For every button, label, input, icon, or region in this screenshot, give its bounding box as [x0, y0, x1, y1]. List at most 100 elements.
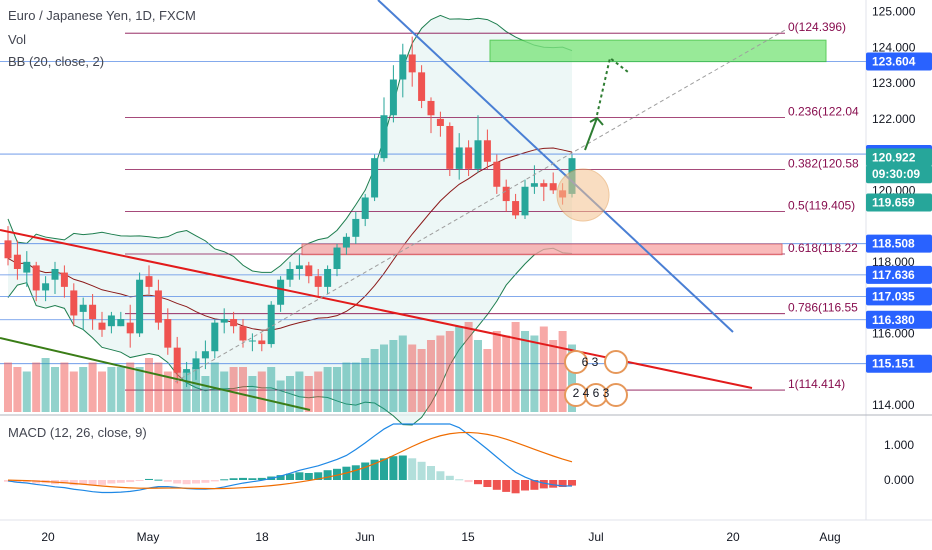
x-tick-label: May: [137, 530, 160, 544]
candle-body: [51, 268, 59, 280]
candle-body: [79, 304, 87, 312]
candle-body: [70, 290, 78, 316]
macd-histogram-bar: [79, 480, 88, 485]
volume-bar: [60, 362, 69, 412]
candle-body: [493, 161, 501, 187]
macd-histogram-bar: [210, 480, 219, 482]
candle-body: [389, 79, 397, 116]
macd-line: [7, 423, 573, 494]
volume-bar: [13, 367, 22, 412]
volume-bar: [314, 371, 323, 412]
volume-bar: [201, 376, 210, 412]
macd-histogram-bar: [549, 480, 558, 488]
volume-bar: [173, 367, 182, 412]
resistance-zone-green: [489, 39, 827, 63]
macd-histogram-bar: [276, 475, 285, 480]
candle-body: [418, 72, 426, 101]
volume-bar: [511, 322, 520, 412]
volume-bar: [295, 371, 304, 412]
x-tick-label: 20: [41, 530, 55, 544]
volume-bar: [436, 335, 445, 412]
macd-histogram-bar: [398, 455, 407, 480]
volume-bar: [286, 376, 294, 412]
volume-bar: [304, 376, 313, 412]
x-tick-label: Jun: [355, 530, 374, 544]
candle-body: [436, 118, 444, 126]
price-tag-label: 120.922: [872, 150, 916, 164]
candle-body: [192, 358, 200, 370]
candle-body: [32, 265, 40, 291]
macd-signal-line: [7, 431, 573, 490]
event-marker-label: 2 4 6 3: [573, 386, 610, 400]
candle-body: [314, 276, 322, 287]
volume-bar: [492, 331, 501, 412]
candle-body: [267, 304, 275, 345]
candle-body: [13, 254, 21, 269]
macd-histogram-bar: [333, 468, 341, 480]
macd-histogram-bar: [521, 480, 529, 491]
macd-histogram-bar: [220, 479, 229, 481]
macd-histogram-bar: [417, 461, 426, 480]
price-tag: [866, 265, 932, 284]
candle-body: [173, 347, 181, 373]
candle-body: [277, 279, 285, 305]
volume-bar: [51, 367, 59, 412]
volume-bar: [521, 331, 529, 412]
candle-body: [4, 240, 12, 259]
macd-histogram-bar: [201, 480, 210, 483]
candle-body: [530, 183, 538, 187]
volume-bar: [455, 326, 464, 412]
candle-body: [305, 265, 313, 277]
macd-histogram-bar: [257, 477, 266, 480]
candle-body: [512, 201, 520, 216]
fib-level-label: 0(124.396): [788, 20, 846, 34]
macd-y-tick-label: 0.000: [884, 473, 914, 487]
price-tag-label: 123.604: [872, 54, 916, 68]
candle-body: [361, 197, 369, 219]
volume-bar: [342, 362, 351, 412]
volume-bar: [192, 367, 200, 412]
volume-bar: [267, 367, 276, 412]
forecast-arrow-2: [596, 56, 629, 116]
macd-histogram-bar: [389, 456, 398, 480]
volume-bar: [549, 340, 558, 412]
candle-body: [98, 322, 106, 330]
fib-level-label: 0.236(122.04: [788, 104, 859, 118]
bollinger-upper: [7, 14, 573, 273]
candle-body: [324, 268, 332, 287]
candle-body: [117, 319, 125, 327]
volume-bar: [126, 362, 135, 412]
fib-level-label: 0.786(116.55: [788, 301, 858, 315]
y-tick-label: 123.000: [872, 76, 916, 90]
volume-bar: [98, 371, 106, 412]
candle-body: [23, 261, 31, 273]
highlight-circle: [556, 168, 610, 222]
candle-body: [446, 125, 454, 169]
macd-histogram-bar: [163, 480, 172, 482]
candle-body: [164, 319, 172, 348]
volume-bar: [32, 362, 41, 412]
candle-body: [455, 147, 463, 169]
macd-histogram-bar: [361, 462, 370, 480]
volume-bar: [539, 326, 548, 412]
macd-histogram-bar: [32, 480, 41, 484]
volume-bar: [107, 367, 116, 412]
volume-bar: [239, 367, 247, 412]
volume-bar: [333, 367, 341, 412]
volume-bar: [276, 380, 285, 412]
macd-histogram-bar: [539, 480, 548, 489]
fib-level-label: 1(114.414): [788, 377, 845, 391]
macd-histogram-bar: [427, 466, 435, 480]
macd-histogram-bar: [370, 459, 379, 480]
macd-histogram-bar: [445, 475, 454, 480]
candle-body: [342, 236, 350, 248]
candle-body: [549, 183, 557, 191]
volume-bar: [145, 358, 153, 412]
volume-bar: [483, 349, 492, 412]
candle-body: [258, 340, 266, 345]
macd-histogram-bar: [154, 479, 163, 481]
volume-bar: [427, 340, 435, 412]
fib-level-label: 0.618(118.22: [788, 241, 858, 255]
volume-bar: [502, 335, 511, 412]
